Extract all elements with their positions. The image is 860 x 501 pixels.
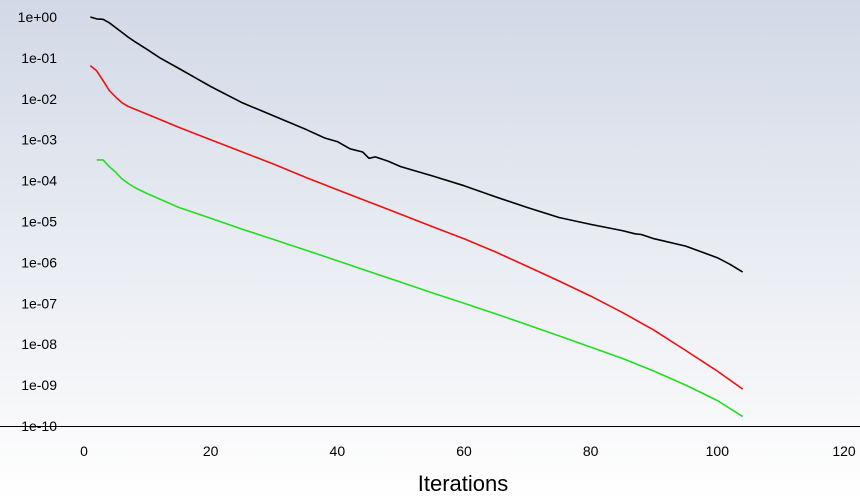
x-axis-title: Iterations [418, 471, 509, 496]
x-tick-label: 120 [832, 443, 856, 459]
x-tick-label: 100 [706, 443, 730, 459]
y-tick-labels: 1e-101e-091e-081e-071e-061e-051e-041e-03… [18, 9, 58, 434]
x-tick-label: 80 [583, 443, 599, 459]
x-tick-label: 0 [80, 443, 88, 459]
series-line-1 [90, 16, 744, 273]
series-line-2 [89, 64, 744, 390]
x-tick-labels: 0 20 40 60 80 100 120 [80, 443, 856, 459]
x-tick-label: 20 [203, 443, 219, 459]
y-tick-label: 1e-02 [21, 91, 57, 107]
y-tick-label: 1e-07 [21, 295, 57, 311]
y-tick-label: 1e-05 [21, 214, 57, 230]
series-lines [89, 16, 744, 418]
y-tick-label: 1e-01 [21, 50, 57, 66]
y-tick-label: 1e-08 [21, 336, 57, 352]
x-tick-label: 40 [330, 443, 346, 459]
y-tick-label: 1e-06 [21, 254, 57, 270]
y-tick-label: 1e-04 [21, 173, 57, 189]
y-tick-label: 1e-03 [21, 132, 57, 148]
series-line-3 [96, 159, 744, 418]
x-tick-label: 60 [456, 443, 472, 459]
y-tick-label: 1e-09 [21, 377, 57, 393]
y-tick-label: 1e+00 [18, 9, 58, 25]
